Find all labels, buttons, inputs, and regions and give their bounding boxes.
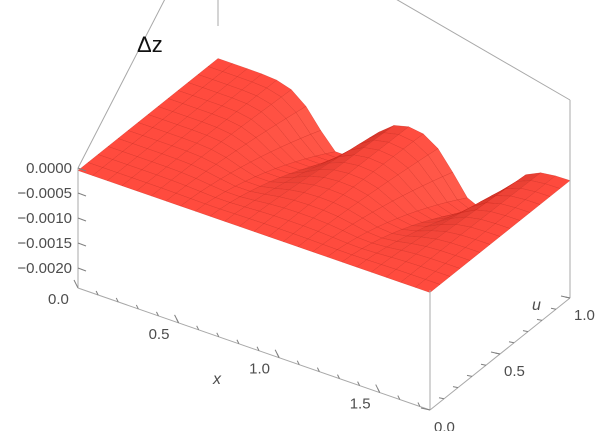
z-tick-label: −0.0020 (17, 260, 72, 277)
z-tick-label: −0.0015 (17, 235, 72, 252)
x-minor-tick (115, 297, 119, 303)
x-minor-tick (357, 381, 361, 386)
u-tick-labels: 0.0 0.5 1.0 (434, 307, 595, 431)
z-tick-mark (77, 267, 87, 272)
box-edge (77, 287, 431, 411)
u-minor-tick (508, 341, 515, 344)
u-minor-tick (480, 363, 487, 366)
z-tick-labels: 0.0000 −0.0005 −0.0010 −0.0015 −0.0020 (17, 160, 72, 277)
z-tick-label: −0.0005 (17, 185, 72, 202)
x-minor-tick (296, 360, 300, 365)
z-tick-label: 0.0000 (26, 160, 72, 177)
u-minor-tick (452, 386, 459, 389)
u-tick-label: 0.5 (504, 363, 525, 380)
surface-mesh (77, 58, 571, 293)
u-axis-label: u (532, 297, 541, 314)
u-tick-mark (420, 407, 431, 411)
u-tick-label: 0.0 (434, 419, 455, 431)
u-minor-tick (564, 296, 571, 299)
u-minor-tick (466, 374, 473, 377)
x-minor-tick (316, 367, 320, 372)
x-tick-label: 1.0 (249, 361, 270, 378)
z-tick-mark (77, 192, 87, 197)
z-tick-mark (77, 217, 87, 222)
x-minor-tick (256, 346, 260, 351)
x-tick-mark (73, 279, 79, 289)
x-minor-tick (417, 402, 421, 407)
x-minor-tick (135, 304, 139, 310)
u-minor-tick (494, 352, 501, 355)
x-minor-tick (216, 332, 220, 338)
box-edge (77, 0, 166, 169)
x-tick-label: 0.5 (149, 326, 170, 343)
x-tick-labels: 0.0 0.5 1.0 1.5 (48, 291, 371, 413)
z-tick-mark (77, 242, 87, 247)
box-edge (396, 0, 571, 101)
x-minor-tick (337, 374, 340, 379)
x-minor-tick (276, 353, 280, 358)
u-minor-tick (522, 330, 529, 333)
x-minor-tick (156, 311, 159, 317)
z-tick-mark (77, 167, 87, 172)
x-axis-label: x (212, 371, 222, 388)
x-tick-label: 0.0 (48, 291, 69, 308)
z-tick-label: −0.0010 (17, 210, 72, 227)
x-minor-tick (397, 395, 401, 400)
x-minor-tick (196, 325, 200, 331)
u-minor-tick (438, 397, 445, 400)
x-tick-label: 1.5 (350, 396, 371, 413)
chart-title: Δz (137, 32, 163, 57)
axis-ticks (73, 167, 571, 411)
surface-face (414, 279, 441, 293)
bounding-box-back (77, 0, 571, 178)
x-minor-tick (176, 318, 180, 324)
u-minor-tick (536, 318, 543, 321)
x-minor-tick (95, 290, 99, 296)
u-tick-label: 1.0 (574, 307, 595, 324)
u-minor-tick (550, 307, 557, 310)
x-minor-tick (236, 339, 240, 344)
x-minor-tick (377, 388, 381, 393)
